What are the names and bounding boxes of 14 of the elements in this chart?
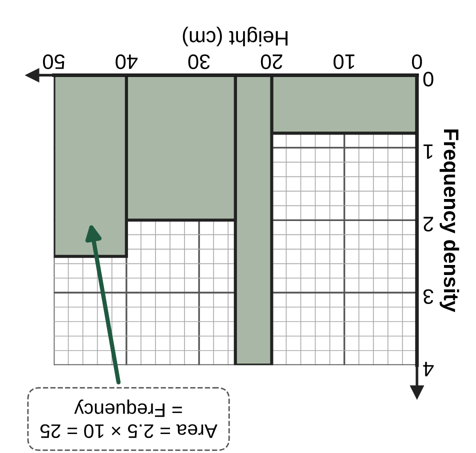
x-tick-label: 0 — [412, 54, 422, 70]
x-tick-label: 20 — [260, 54, 282, 70]
y-tick-label: 3 — [423, 289, 434, 304]
y-tick-label: 1 — [424, 144, 433, 159]
y-tick-label: 4 — [423, 362, 434, 376]
x-tick-label: 50 — [43, 54, 65, 70]
y-tick-label: 2 — [424, 216, 434, 232]
x-tick-label: 40 — [116, 54, 138, 70]
x-tick-label: 10 — [334, 54, 354, 70]
x-tick-label: 30 — [188, 54, 210, 70]
text: Area = 2.5 × 10 = 25 = Frequency — [40, 399, 218, 438]
x-axis-title: Height (cm) — [182, 26, 288, 46]
y-tick-label: 0 — [423, 72, 434, 87]
y-axis-title: Frequency density — [440, 130, 460, 312]
